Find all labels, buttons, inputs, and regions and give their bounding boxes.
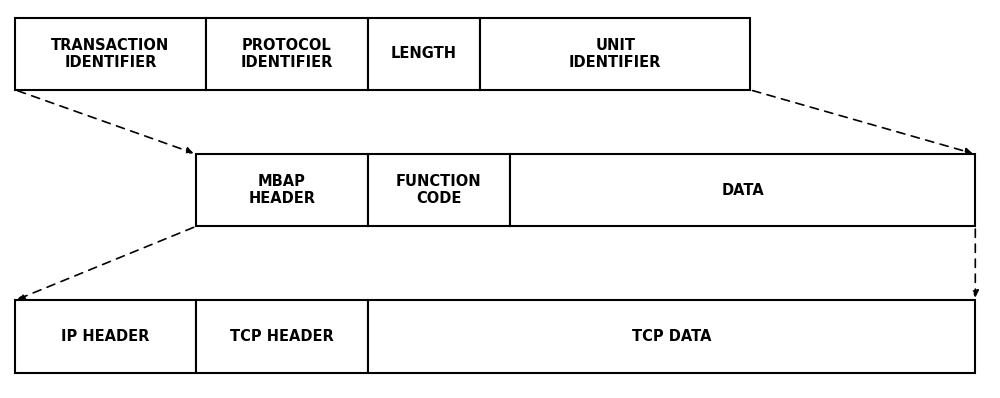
Text: TRANSACTION
IDENTIFIER: TRANSACTION IDENTIFIER: [51, 37, 170, 70]
Text: DATA: DATA: [721, 183, 764, 198]
Bar: [480, 18, 750, 90]
Text: LENGTH: LENGTH: [391, 46, 457, 61]
Bar: [510, 154, 975, 226]
Bar: [196, 154, 368, 226]
Bar: [368, 300, 975, 373]
Text: FUNCTION
CODE: FUNCTION CODE: [396, 174, 482, 207]
Bar: [15, 18, 206, 90]
Text: PROTOCOL
IDENTIFIER: PROTOCOL IDENTIFIER: [241, 37, 333, 70]
Bar: [368, 18, 480, 90]
Text: UNIT
IDENTIFIER: UNIT IDENTIFIER: [569, 37, 661, 70]
Bar: [196, 300, 368, 373]
Text: TCP DATA: TCP DATA: [632, 329, 711, 344]
Text: IP HEADER: IP HEADER: [61, 329, 150, 344]
Bar: [15, 300, 196, 373]
Bar: [368, 154, 510, 226]
Bar: [206, 18, 368, 90]
Text: TCP HEADER: TCP HEADER: [230, 329, 334, 344]
Text: MBAP
HEADER: MBAP HEADER: [248, 174, 315, 207]
